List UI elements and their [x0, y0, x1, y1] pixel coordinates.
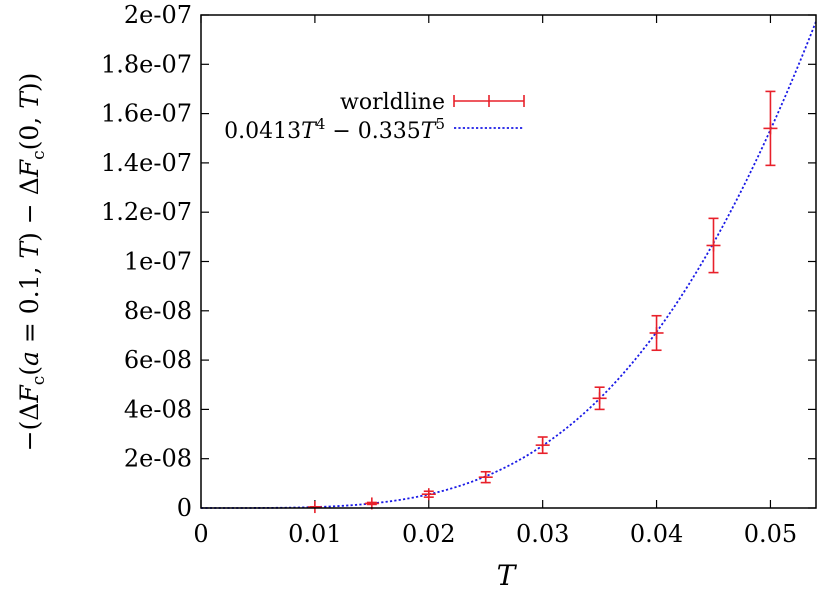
worldline-point: [592, 386, 607, 411]
y-tick-label: 0: [177, 494, 192, 522]
worldline-point: [307, 501, 322, 514]
y-tick-label: 1.2e-07: [101, 198, 192, 226]
y-tick-label: 1e-07: [124, 248, 192, 276]
worldline-point: [763, 90, 778, 167]
x-tick-label: 0.02: [402, 520, 455, 548]
worldline-point: [421, 488, 436, 501]
legend-swatch-worldline: [453, 95, 525, 107]
worldline-point: [706, 217, 721, 274]
legend: worldline 0.0413T4 − 0.335T5: [224, 90, 525, 144]
worldline-point: [535, 436, 550, 455]
x-axis-title: T: [497, 559, 518, 592]
y-tick-label: 4e-08: [124, 395, 192, 423]
x-tick-label: 0.05: [744, 520, 797, 548]
plot-frame: [200, 14, 817, 509]
fit-curve-line: [201, 21, 817, 509]
y-tick-label: 1.8e-07: [101, 50, 192, 78]
y-tick-label: 1.4e-07: [101, 149, 192, 177]
x-tick-label: 0.03: [516, 520, 569, 548]
y-tick-label: 8e-08: [124, 297, 192, 325]
y-tick-label: 6e-08: [124, 346, 192, 374]
x-tick-label: 0.04: [630, 520, 683, 548]
y-tick-label: 2e-08: [124, 445, 192, 473]
legend-label-fit: 0.0413T4 − 0.335T5: [224, 115, 445, 144]
y-axis-title: −(ΔFc(a = 0.1, T) − ΔFc(0, T)): [15, 73, 49, 452]
x-tick-label: 0: [193, 520, 208, 548]
x-tick-label: 0.01: [288, 520, 341, 548]
worldline-point: [478, 470, 493, 484]
y-tick-label: 2e-07: [124, 1, 192, 29]
legend-label-worldline: worldline: [340, 90, 445, 115]
worldline-point: [649, 314, 664, 352]
y-tick-label: 1.6e-07: [101, 100, 192, 128]
